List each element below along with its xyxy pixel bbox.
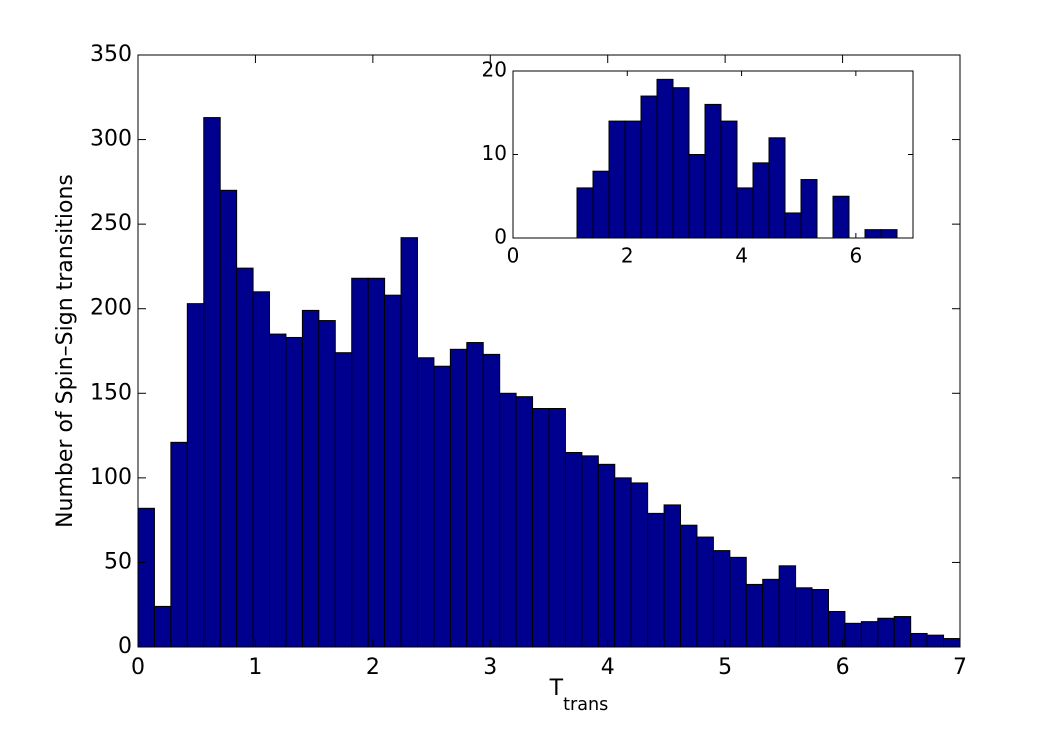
axes-box <box>137 54 961 648</box>
bar <box>860 621 879 648</box>
bar <box>252 291 271 648</box>
bar <box>844 622 862 648</box>
bar <box>351 277 369 648</box>
bar <box>729 556 747 648</box>
bar <box>943 638 961 648</box>
bar <box>745 583 764 648</box>
bar <box>301 309 320 648</box>
bar <box>656 78 674 239</box>
bar <box>466 342 484 648</box>
bar <box>564 451 583 648</box>
bar <box>784 212 802 239</box>
bar <box>581 455 599 648</box>
y-tick-label: 20 <box>482 58 507 82</box>
y-tick-label: 0 <box>118 634 132 659</box>
bar <box>203 117 221 648</box>
bar <box>186 303 205 648</box>
y-tick-label: 200 <box>90 296 132 321</box>
bar <box>762 578 780 648</box>
bar <box>367 277 386 648</box>
bar <box>768 137 786 239</box>
y-axis-label: Number of Spin–Sign transitions <box>53 174 78 528</box>
bar <box>720 120 738 239</box>
bar <box>877 617 895 648</box>
x-tick-label: 2 <box>621 244 634 268</box>
bar <box>153 605 172 648</box>
bar <box>736 187 754 239</box>
bar <box>499 392 517 648</box>
x-axis-label-sub: trans <box>563 695 608 715</box>
bar <box>614 477 632 648</box>
y-tick-label: 150 <box>90 380 132 405</box>
bar <box>236 267 254 648</box>
bar <box>880 229 898 239</box>
y-tick-label: 10 <box>482 141 507 165</box>
bar <box>663 504 682 648</box>
bar <box>384 294 402 648</box>
bar <box>832 195 850 239</box>
bar <box>640 95 658 239</box>
bar <box>696 536 714 648</box>
bar <box>597 463 616 648</box>
bar <box>893 616 912 648</box>
bar <box>137 507 155 648</box>
x-tick-label: 2 <box>366 655 380 680</box>
x-tick-label: 0 <box>131 655 145 680</box>
y-tick-label: 0 <box>494 225 507 249</box>
bar <box>515 396 534 648</box>
bar <box>416 357 435 648</box>
y-tick-label: 350 <box>90 42 132 67</box>
x-tick-label: 0 <box>507 244 520 268</box>
bar <box>712 550 731 648</box>
x-tick-label: 3 <box>483 655 497 680</box>
bar <box>433 365 451 648</box>
bar <box>449 348 468 648</box>
bar <box>624 120 642 239</box>
x-tick-label: 4 <box>735 244 748 268</box>
bar <box>219 189 238 648</box>
bar <box>811 588 829 648</box>
x-tick-label: 6 <box>836 655 850 680</box>
bar <box>400 237 418 648</box>
x-tick-label: 4 <box>601 655 615 680</box>
x-axis-label-main: T <box>549 676 564 701</box>
bar <box>318 320 336 648</box>
bar <box>170 441 188 648</box>
bar <box>482 353 501 648</box>
bar <box>926 634 945 648</box>
y-tick-label: 250 <box>90 211 132 236</box>
bar <box>864 229 882 239</box>
x-tick-label: 1 <box>248 655 262 680</box>
y-tick-label: 50 <box>104 549 132 574</box>
bar <box>800 179 818 239</box>
bar <box>688 154 706 239</box>
bar <box>608 120 626 239</box>
x-axis-label: Ttrans <box>549 676 609 715</box>
bar <box>672 87 690 239</box>
bar <box>910 632 928 648</box>
bar <box>647 512 665 648</box>
bar <box>592 170 610 239</box>
bar <box>334 352 353 648</box>
bar <box>778 565 797 648</box>
bar <box>704 103 722 239</box>
y-tick-label: 300 <box>90 127 132 152</box>
bar <box>532 408 550 648</box>
bar <box>269 333 287 648</box>
bar <box>795 587 813 648</box>
y-tick-label: 100 <box>90 465 132 490</box>
x-tick-label: 6 <box>849 244 862 268</box>
bar <box>630 482 649 648</box>
bar <box>752 162 770 239</box>
x-tick-label: 7 <box>953 655 967 680</box>
x-tick-label: 5 <box>718 655 732 680</box>
bar <box>680 524 698 648</box>
bar <box>548 408 566 648</box>
bar <box>576 187 594 239</box>
bar <box>285 336 303 648</box>
